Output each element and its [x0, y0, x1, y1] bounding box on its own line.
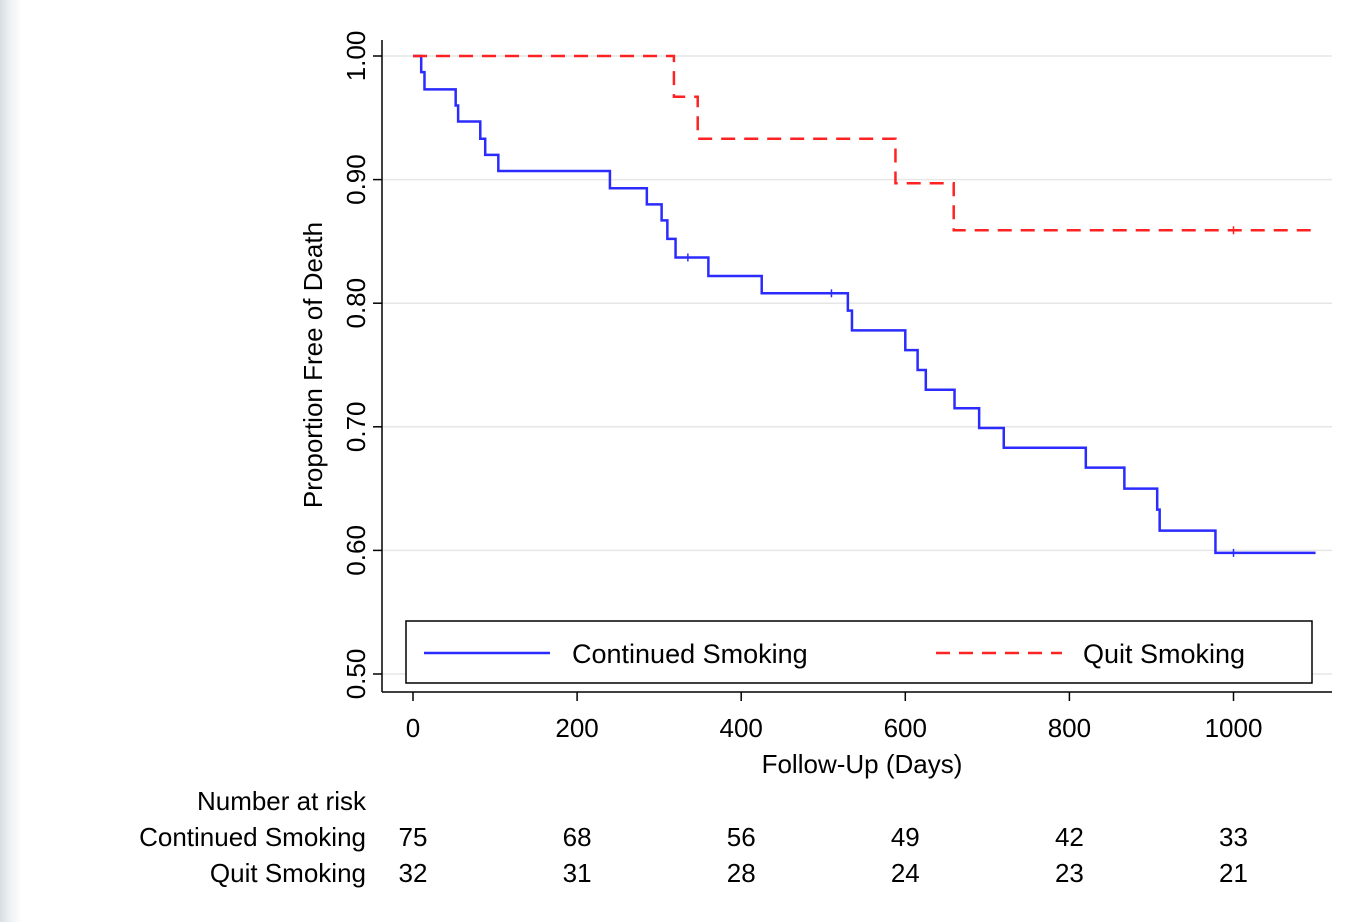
x-tick-label-0: 0: [406, 713, 420, 743]
risk-value-0-1: 68: [563, 822, 592, 852]
risk-row-label-continued-smoking: Continued Smoking: [139, 822, 366, 852]
legend-label-quit-smoking: Quit Smoking: [1083, 639, 1245, 669]
x-tick-label-4: 800: [1048, 713, 1091, 743]
x-tick-label-2: 400: [720, 713, 763, 743]
risk-value-1-5: 21: [1219, 858, 1248, 888]
y-tick-label-2: 0.70: [341, 401, 371, 452]
risk-value-1-0: 32: [399, 858, 428, 888]
x-tick-label-5: 1000: [1205, 713, 1263, 743]
x-axis-label: Follow-Up (Days): [762, 749, 963, 779]
y-axis-label: Proportion Free of Death: [298, 222, 328, 508]
risk-value-0-5: 33: [1219, 822, 1248, 852]
risk-row-label-quit-smoking: Quit Smoking: [210, 858, 366, 888]
axes-layer: 0.50 0.60 0.70 0.80 0.90 1.00 0 200 400 600 800 100…: [341, 31, 1332, 743]
series-line-continued-smoking: [413, 54, 1316, 555]
risk-value-0-2: 56: [727, 822, 756, 852]
risk-value-0-4: 42: [1055, 822, 1084, 852]
risk-value-1-2: 28: [727, 858, 756, 888]
y-tick-label-1: 0.60: [341, 525, 371, 576]
x-tick-label-3: 600: [884, 713, 927, 743]
grid-layer: [382, 55, 1332, 675]
risk-value-0-0: 75: [399, 822, 428, 852]
risk-table-title: Number at risk: [197, 786, 367, 816]
risk-values: 75 68 56 49 42 33 32 31 28 24 23 21: [399, 822, 1248, 888]
risk-value-1-3: 24: [891, 858, 920, 888]
risk-value-0-3: 49: [891, 822, 920, 852]
legend: Continued Smoking Quit Smoking: [405, 620, 1313, 684]
y-tick-label-5: 1.00: [341, 31, 371, 82]
y-tick-label-0: 0.50: [341, 649, 371, 700]
legend-box: [405, 620, 1313, 684]
legend-label-continued-smoking: Continued Smoking: [572, 639, 808, 669]
x-tick-label-1: 200: [555, 713, 598, 743]
series-line-quit-smoking: [413, 54, 1316, 232]
risk-value-1-4: 23: [1055, 858, 1084, 888]
y-tick-label-3: 0.80: [341, 278, 371, 329]
risk-table: Number at risk Continued Smoking Quit Sm…: [139, 786, 1248, 888]
risk-value-1-1: 31: [563, 858, 592, 888]
series-layer: [413, 54, 1316, 557]
y-tick-label-4: 0.90: [341, 154, 371, 205]
